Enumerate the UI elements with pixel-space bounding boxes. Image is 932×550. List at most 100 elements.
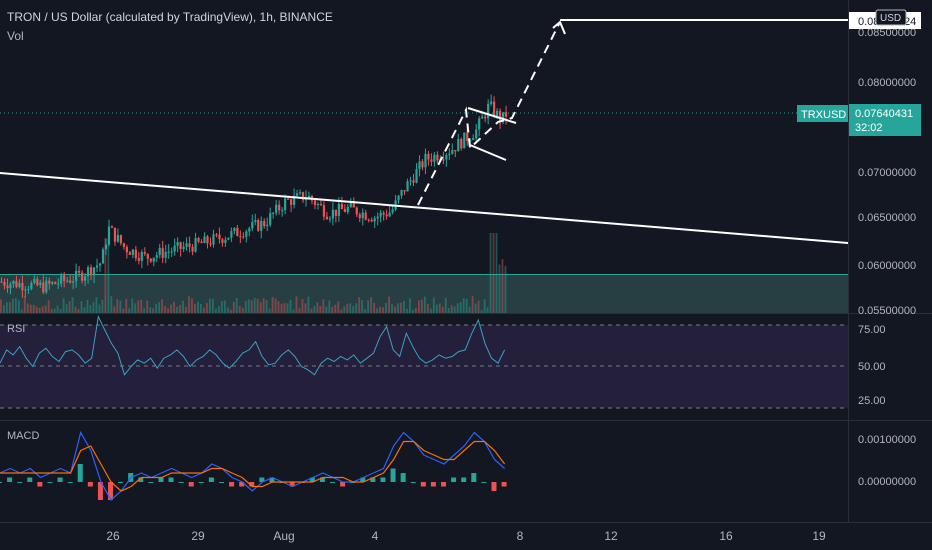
current-price-countdown: 32:02	[855, 122, 883, 134]
volume-bar	[283, 303, 286, 313]
volume-bar	[2, 305, 5, 313]
candle-body	[487, 103, 490, 119]
candle-body	[167, 251, 170, 253]
pennant-lower-line[interactable]	[469, 144, 507, 161]
candle-body	[140, 252, 143, 261]
volume-bar	[298, 308, 301, 313]
rsi-axis-ticks: 75.00 50.00 25.00	[858, 324, 886, 407]
volume-bars	[0, 233, 507, 313]
volume-bar	[429, 308, 432, 313]
volume-bar	[406, 308, 408, 313]
pennant-upper-line[interactable]	[467, 107, 517, 124]
volume-bar	[56, 305, 59, 313]
volume-bar	[229, 309, 232, 313]
candle-body	[409, 180, 412, 182]
candle-body	[54, 282, 57, 285]
long-trendline[interactable]	[0, 172, 849, 244]
candle-body	[254, 220, 257, 222]
macd-tick-1: 0.00000000	[858, 476, 916, 488]
candle-body	[155, 255, 158, 258]
candle-body	[161, 247, 164, 258]
macd-hist-bar	[451, 477, 457, 482]
candle-body	[245, 231, 248, 237]
macd-hist-bar	[178, 482, 184, 483]
volume-bar	[504, 265, 507, 313]
candle-body	[400, 190, 403, 196]
candle-body	[346, 206, 349, 212]
volume-bar	[334, 304, 337, 313]
candle-body	[63, 275, 66, 281]
volume-bar	[71, 297, 74, 313]
candle-body	[81, 272, 84, 281]
candle-body	[334, 209, 337, 216]
candle-body	[484, 116, 487, 119]
candle-body	[448, 153, 451, 155]
volume-bar	[256, 298, 259, 313]
volume-bar	[328, 300, 331, 313]
volume-bar	[325, 306, 328, 313]
macd-histogram	[0, 464, 507, 500]
time-tick-2: Aug	[273, 529, 294, 543]
candle-body	[149, 258, 152, 262]
candle-body	[463, 132, 466, 149]
volume-bar	[277, 301, 280, 313]
candle-body	[358, 214, 361, 219]
volume-bar	[394, 306, 396, 313]
volume-bar	[477, 300, 480, 313]
candle-body	[272, 212, 275, 214]
volume-bar	[435, 304, 438, 313]
volume-bar	[17, 300, 20, 313]
volume-bar	[116, 298, 119, 313]
candle-body	[134, 249, 137, 259]
candle-body	[421, 161, 424, 168]
volume-bar	[167, 308, 169, 313]
volume-bar	[113, 306, 116, 313]
macd-hist-bar	[289, 482, 295, 487]
time-tick-1: 29	[191, 529, 205, 543]
candle-body	[173, 245, 176, 252]
candle-body	[269, 213, 272, 225]
volume-bar	[110, 296, 113, 313]
volume-bar	[340, 309, 343, 313]
volume-bar	[125, 298, 128, 313]
candle-body	[233, 227, 236, 232]
candle-body	[295, 193, 299, 196]
volume-bar	[313, 305, 316, 313]
candle-body	[107, 226, 111, 245]
macd-hist-bar	[0, 482, 2, 483]
currency-badge[interactable]	[875, 9, 907, 26]
candle-body	[319, 203, 323, 206]
candle-body	[385, 214, 388, 217]
macd-hist-bar	[330, 482, 336, 483]
rsi-line	[0, 315, 506, 376]
volume-bar	[247, 299, 250, 313]
candle-body	[125, 246, 128, 253]
candle-body	[325, 216, 329, 220]
volume-bar	[432, 297, 435, 313]
volume-bar	[5, 302, 8, 313]
volume-bar	[274, 298, 277, 313]
volume-bar	[164, 305, 167, 313]
volume-bar	[0, 299, 2, 313]
candle-body	[481, 116, 484, 119]
volume-bar	[80, 301, 83, 313]
candle-body	[430, 159, 433, 162]
candle-body	[418, 161, 421, 170]
volume-bar	[480, 309, 483, 313]
symbol-badge	[797, 105, 848, 122]
volume-bar	[238, 305, 241, 313]
volume-bar	[77, 309, 80, 313]
projection-path[interactable]	[417, 21, 561, 206]
volume-bar	[486, 307, 489, 313]
candle-body	[36, 278, 39, 286]
candle-body	[146, 253, 149, 259]
volume-bar	[92, 301, 95, 313]
candle-body	[364, 212, 367, 220]
volume-bar	[86, 300, 89, 313]
candle-body	[289, 199, 293, 205]
candle-body	[490, 101, 493, 104]
volume-bar	[191, 298, 193, 313]
macd-hist-bar	[37, 482, 43, 487]
volume-bar	[262, 298, 265, 313]
